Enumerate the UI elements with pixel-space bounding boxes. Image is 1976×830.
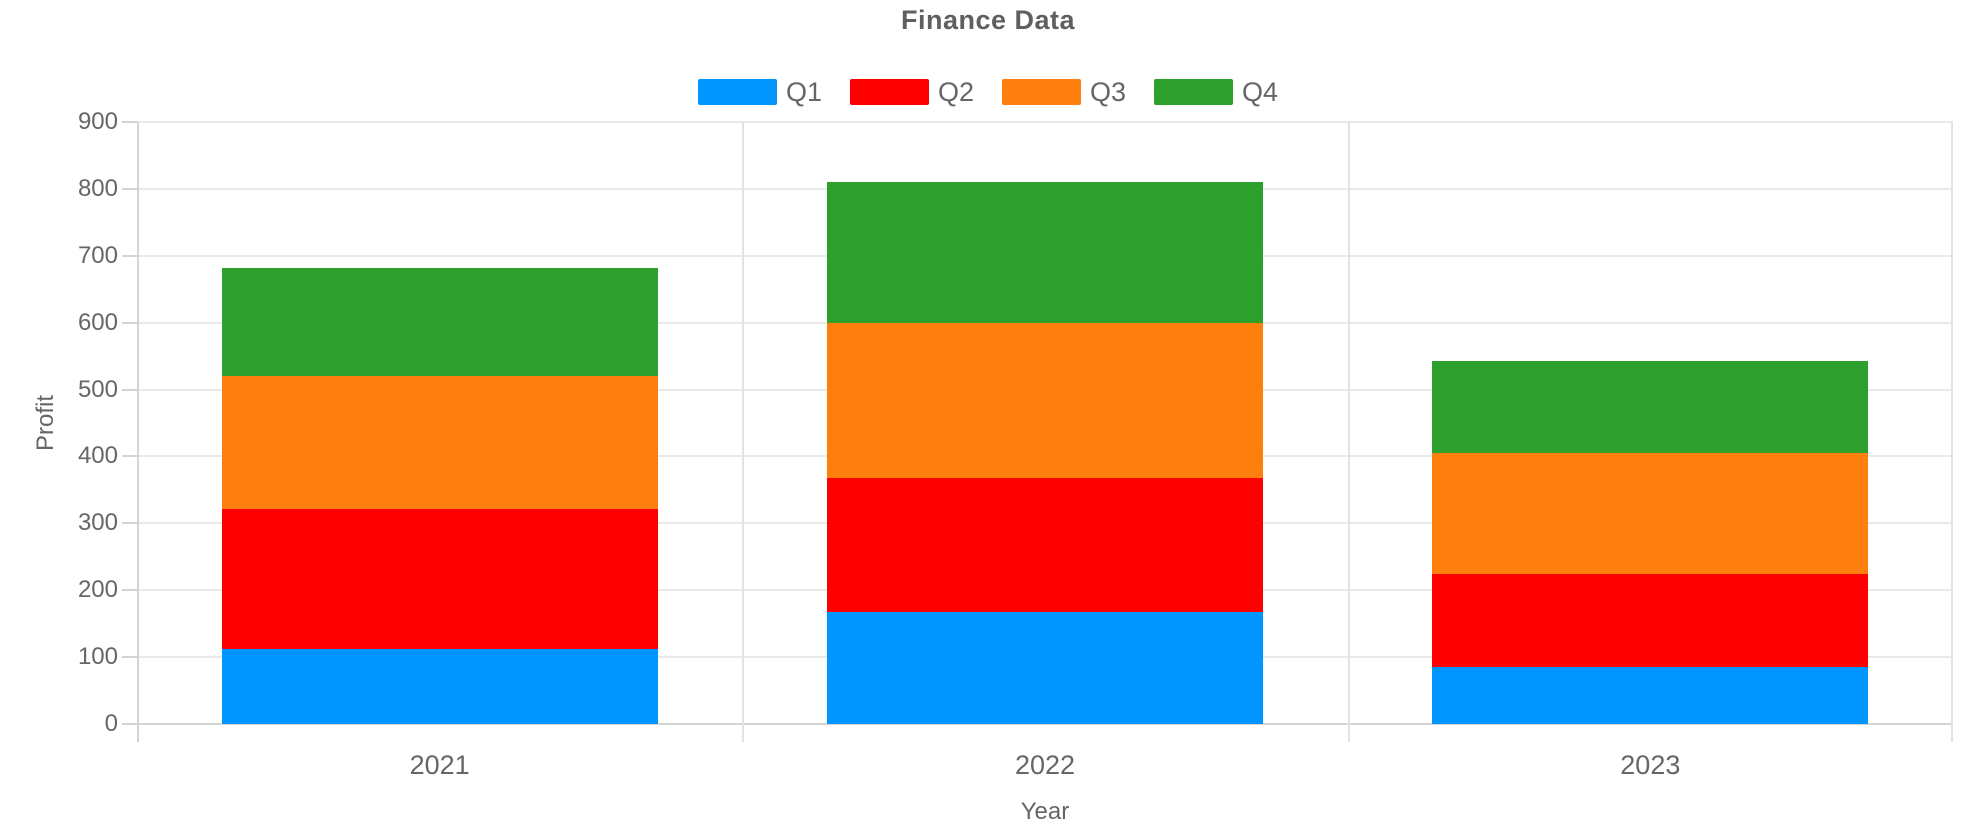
y-tick-mark	[122, 723, 137, 725]
category-separator	[1347, 122, 1350, 742]
y-tick-label: 300	[77, 509, 118, 537]
bar-segment[interactable]	[827, 182, 1263, 323]
y-axis-title: Profit	[32, 394, 59, 452]
y-tick-label: 100	[77, 643, 118, 671]
legend-item-q3[interactable]: Q3	[1002, 78, 1126, 106]
plot-area	[122, 121, 1953, 742]
y-tick-mark	[122, 455, 137, 458]
legend-item-q2[interactable]: Q2	[849, 77, 974, 107]
legend-swatch-q2	[849, 79, 929, 105]
bar-segment[interactable]	[1432, 360, 1869, 454]
bar-segment[interactable]	[827, 477, 1263, 612]
y-tick-label: 700	[77, 241, 118, 269]
y-axis-line	[137, 122, 139, 742]
y-tick-mark	[122, 321, 137, 324]
y-tick-label: 200	[77, 576, 118, 604]
y-tick-mark	[122, 589, 137, 592]
legend-swatch-q4	[1154, 79, 1234, 105]
legend-swatch-q3	[1002, 79, 1081, 105]
y-tick-label: 500	[77, 375, 118, 403]
x-tick-label: 2022	[1014, 750, 1076, 780]
legend: Q1 Q2 Q3 Q4	[0, 78, 1976, 106]
legend-item-q1[interactable]: Q1	[697, 77, 822, 107]
gridline	[137, 121, 1953, 123]
y-tick-label: 400	[77, 442, 118, 470]
y-tick-mark	[122, 254, 137, 257]
x-axis-title: Year	[1020, 798, 1070, 825]
bar-segment[interactable]	[827, 322, 1263, 478]
bar-segment[interactable]	[221, 649, 658, 724]
y-tick-mark	[122, 656, 137, 659]
legend-label: Q4	[1242, 77, 1279, 107]
y-tick-mark	[122, 121, 137, 123]
bar-segment[interactable]	[1432, 574, 1869, 668]
y-tick-mark	[122, 187, 137, 190]
y-tick-label: 800	[77, 174, 118, 202]
bar-segment[interactable]	[827, 611, 1263, 724]
bar-segment[interactable]	[221, 267, 658, 377]
legend-swatch-q1	[697, 79, 777, 105]
y-tick-label: 900	[77, 108, 118, 135]
x-tick-label: 2021	[409, 750, 470, 780]
y-tick-mark	[122, 388, 137, 391]
y-tick-mark	[122, 522, 137, 525]
chart-title: Finance Data	[900, 5, 1076, 35]
legend-label: Q1	[785, 77, 822, 107]
y-tick-label: 600	[77, 308, 118, 336]
bar-segment[interactable]	[1432, 667, 1869, 724]
bar-segment[interactable]	[221, 509, 658, 650]
bar-segment[interactable]	[221, 376, 658, 510]
category-separator	[742, 122, 745, 742]
legend-item-q4[interactable]: Q4	[1154, 78, 1278, 106]
legend-label: Q3	[1090, 77, 1127, 107]
x-axis-baseline	[137, 723, 1953, 725]
y-tick-label: 0	[104, 710, 118, 737]
category-separator	[1951, 122, 1953, 742]
legend-label: Q2	[937, 77, 974, 107]
bar-segment[interactable]	[1432, 453, 1869, 575]
x-tick-label: 2023	[1620, 750, 1681, 780]
